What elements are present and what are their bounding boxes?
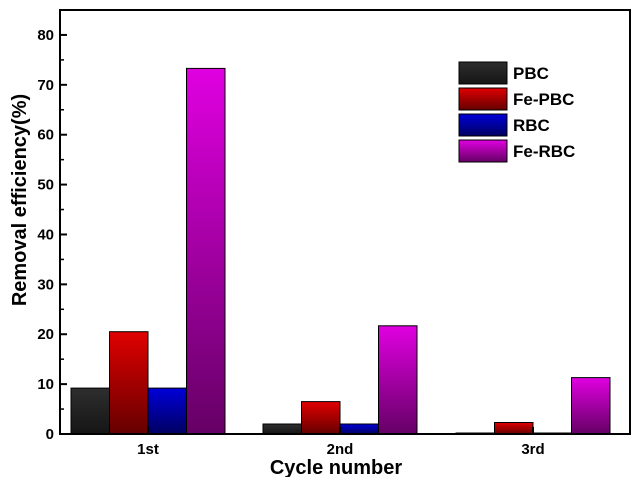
y-tick-label: 30 [37,276,54,293]
y-tick-label: 70 [37,77,54,94]
legend-label-pbc: PBC [513,64,549,83]
legend-label-rbc: RBC [513,116,550,135]
axes-layer: 0 10 20 30 40 50 60 70 80 1st 2nd 3rd [37,9,631,458]
legend-label-fe-pbc: Fe-PBC [513,90,574,109]
legend-swatch-rbc [458,113,508,137]
bar-pbc-1st [70,387,110,435]
bar-fe-rbc-2nd [378,325,418,435]
bar-fe-pbc-1st [109,331,149,435]
bar-rbc-1st [147,387,187,435]
x-tick-label: 3rd [521,441,544,458]
bar-fe-pbc-3rd [494,422,534,435]
legend-swatch-pbc [458,61,508,85]
y-tick-label: 20 [37,326,54,343]
y-tick-label: 40 [37,226,54,243]
legend-label-fe-rbc: Fe-RBC [513,142,575,161]
bar-fe-pbc-2nd [301,401,341,435]
legend: PBC Fe-PBC RBC Fe-RBC [458,61,575,163]
plot-frame [59,9,631,435]
bar-fe-rbc-3rd [571,377,611,435]
y-tick-label: 50 [37,177,54,194]
legend-swatch-fe-rbc [458,139,508,163]
bars-layer [70,67,611,435]
x-tick-label: 1st [137,441,159,458]
bar-rbc-2nd [339,423,379,435]
bar-pbc-2nd [262,423,302,435]
y-tick-label: 10 [37,376,54,393]
bar-fe-rbc-1st [186,67,226,435]
y-tick-label: 60 [37,127,54,144]
y-tick-label: 80 [37,27,54,44]
legend-swatch-fe-pbc [458,87,508,111]
x-tick-label: 2nd [327,441,354,458]
y-axis-title: Removal efficiency(%) [9,94,31,306]
y-tick-label: 0 [46,426,54,443]
x-axis-title: Cycle number [270,457,402,477]
